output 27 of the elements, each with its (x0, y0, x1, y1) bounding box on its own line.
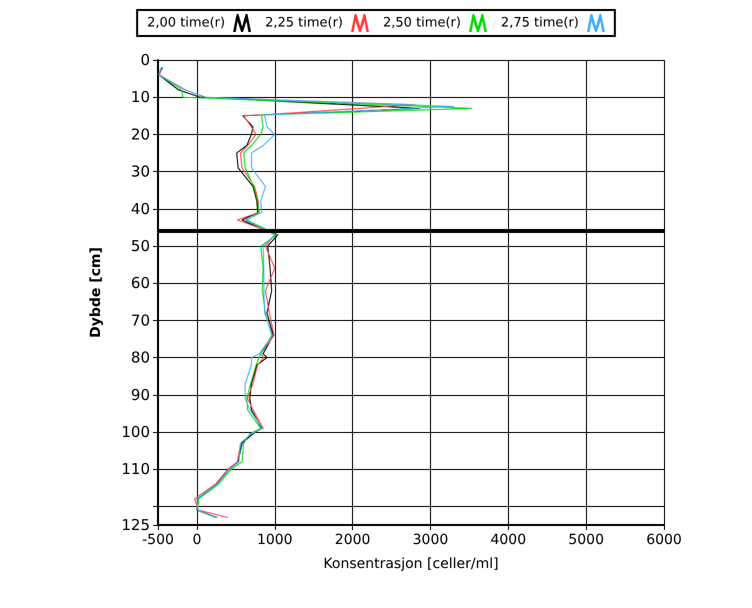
legend-label: 2,50 time(r) (383, 16, 461, 30)
y-tick-label: 70 (130, 311, 150, 330)
legend-label: 2,00 time(r) (147, 16, 226, 30)
legend-label: 2,25 time(r) (265, 16, 343, 30)
x-tick-label: 6000 (646, 532, 682, 548)
x-tick-label: 3000 (412, 532, 448, 548)
y-tick-label: 10 (130, 88, 150, 106)
y-tick-label: 125 (121, 516, 150, 534)
y-tick-label: 60 (130, 274, 150, 292)
y-tick-label: 100 (121, 423, 150, 441)
y-tick-label: 30 (130, 162, 150, 181)
y-tick-label: 0 (140, 51, 150, 69)
x-tick-label: 4000 (490, 532, 526, 548)
x-tick-label: 5000 (568, 532, 604, 548)
x-tick-label: -500 (142, 532, 174, 548)
x-axis-title: Konsentrasjon [celler/ml] (323, 556, 499, 572)
legend-label: 2,75 time(r) (500, 16, 579, 30)
x-tick-label: 2000 (334, 532, 370, 548)
y-tick-label: 90 (130, 386, 150, 404)
y-axis-title: Dybde [cm] (88, 247, 104, 338)
y-tick-label: 40 (130, 200, 150, 218)
x-tick-label: 1000 (256, 532, 293, 548)
y-tick-label: 20 (130, 125, 150, 144)
y-tick-label: 80 (130, 348, 150, 367)
x-tick-label: 0 (192, 532, 202, 548)
y-tick-label: 110 (121, 460, 150, 478)
y-tick-label: 50 (130, 237, 150, 255)
